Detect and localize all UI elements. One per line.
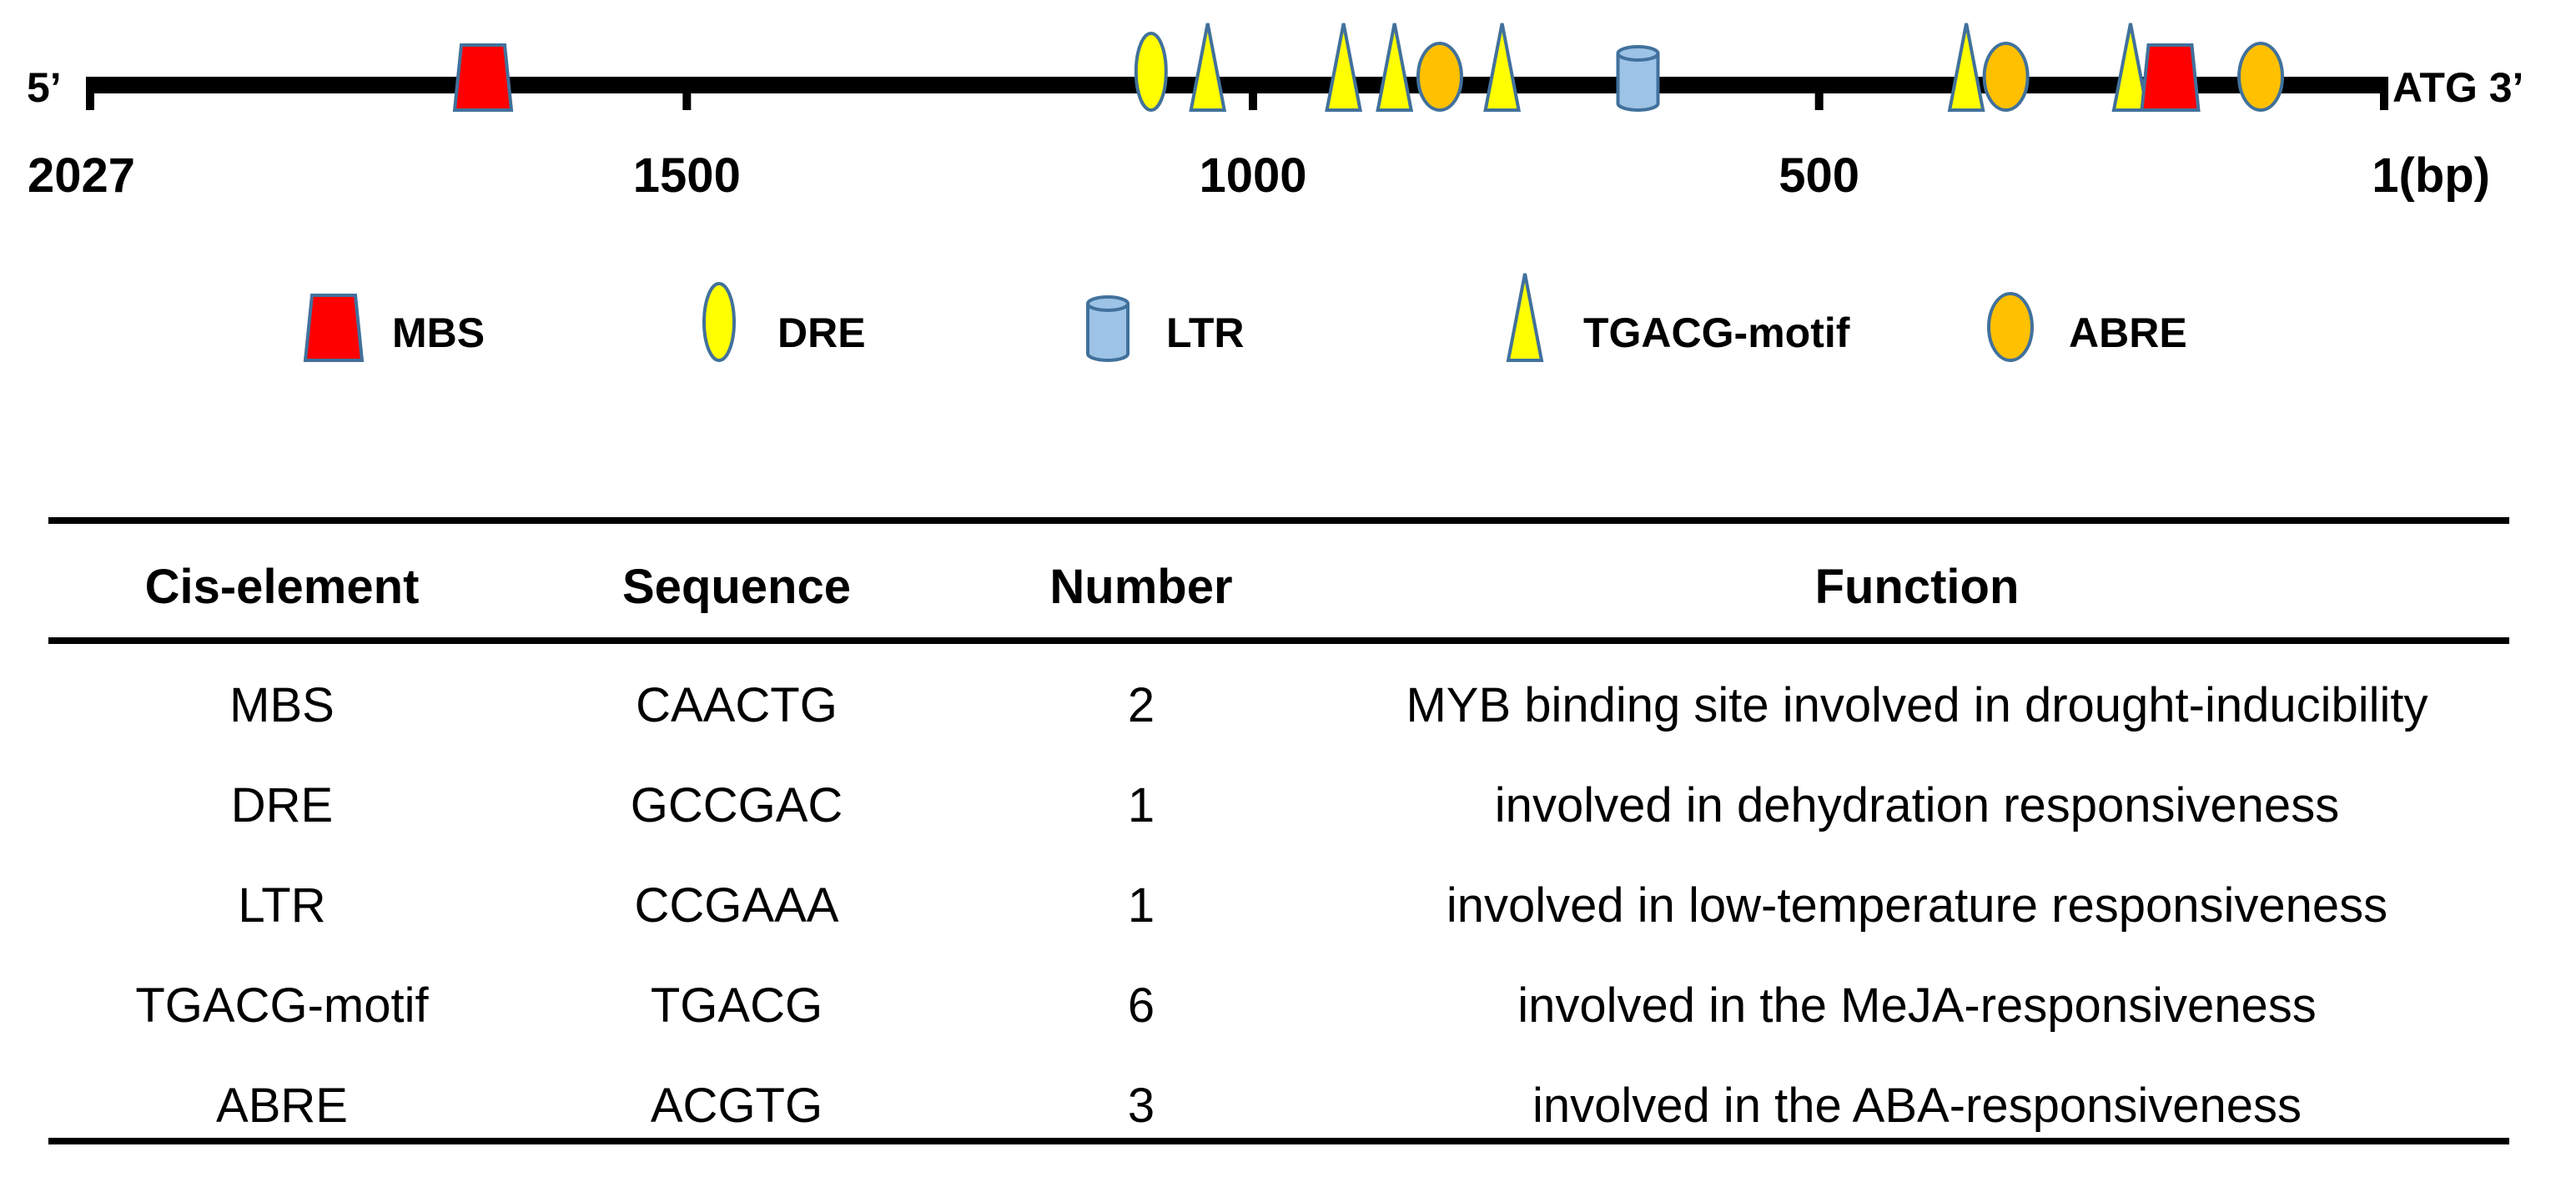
abre-marker — [1416, 42, 1463, 112]
table-row-cell: DRE — [230, 778, 334, 832]
mbs-marker — [303, 294, 365, 362]
dre-marker — [1134, 32, 1168, 112]
table-row-cell: 3 — [1127, 1079, 1155, 1133]
legend-label: DRE — [777, 309, 866, 356]
five-prime-label: 5’ — [27, 64, 62, 111]
ltr-marker — [1086, 295, 1130, 362]
header-function: Function — [1814, 560, 2020, 614]
table-row-cell: 1 — [1127, 778, 1155, 832]
legend-label: TGACG-motif — [1583, 309, 1850, 356]
table-row-cell: ABRE — [216, 1079, 348, 1133]
table-row-cell: MBS — [229, 678, 335, 732]
abre-marker — [1982, 42, 2030, 112]
legend-label: LTR — [1166, 309, 1244, 356]
three-prime-label: ATG 3’ — [2392, 64, 2523, 111]
table-row-cell: CAACTG — [636, 678, 838, 732]
cis-element-markers — [452, 23, 2285, 112]
tgacg-motif-marker — [1376, 23, 1414, 112]
table-row-cell: involved in dehydration responsiveness — [1494, 778, 2340, 832]
tgacg-motif-marker — [1506, 273, 1544, 362]
axis-tick — [1814, 77, 1824, 110]
mbs-marker — [452, 43, 514, 112]
table-row-cell: LTR — [238, 878, 326, 933]
table-row-cell: 6 — [1127, 978, 1155, 1033]
ltr-marker — [1616, 45, 1660, 112]
axis-ticks: 2027 1500 1000 500 1(bp) — [28, 77, 2490, 203]
header-number: Number — [1049, 560, 1233, 614]
axis-tick-label: 500 — [1779, 148, 1859, 203]
axis-tick-label: 1500 — [633, 148, 741, 203]
legend-label: ABRE — [2069, 309, 2187, 356]
table-header-rule — [48, 637, 2509, 644]
tgacg-motif-marker — [1189, 23, 1227, 112]
promoter-axis-line — [90, 77, 2384, 93]
table-row-cell: MYB binding site involved in drought-ind… — [1406, 678, 2428, 732]
table-row-cell: 1 — [1127, 878, 1155, 933]
axis-tick — [2380, 77, 2388, 110]
table-bottom-rule — [48, 1138, 2509, 1144]
table-row-cell: involved in low-temperature responsivene… — [1446, 878, 2388, 933]
table-row-cell: involved in the MeJA-responsiveness — [1517, 978, 2317, 1033]
abre-marker — [1987, 292, 2034, 362]
table-row-cell: involved in the ABA-responsiveness — [1532, 1079, 2302, 1133]
axis-tick — [1249, 77, 1258, 110]
table-row-cell: ACGTG — [650, 1079, 823, 1133]
table-row-cell: TGACG-motif — [135, 978, 429, 1033]
tgacg-motif-marker — [1947, 23, 1985, 112]
axis-tick-label: 1000 — [1199, 148, 1306, 203]
promoter-diagram: 5’ ATG 3’ 2027 1500 1000 500 1(bp) MBS DRE LTR… — [27, 23, 2523, 362]
header-cis-element: Cis-element — [144, 560, 420, 614]
abre-marker — [2237, 42, 2285, 112]
table-row-cell: CCGAAA — [634, 878, 839, 933]
table-row-cell: 2 — [1127, 678, 1155, 732]
table-row-cell: GCCGAC — [630, 778, 843, 832]
header-sequence: Sequence — [622, 560, 851, 614]
table-row-cell: TGACG — [650, 978, 823, 1033]
legend: MBS DRE LTR TGACG-motif ABRE — [303, 273, 2187, 362]
dre-marker — [702, 282, 736, 362]
legend-label: MBS — [392, 309, 485, 356]
axis-tick-label: 1(bp) — [2372, 148, 2490, 203]
tgacg-motif-marker — [1483, 23, 1522, 112]
axis-tick — [86, 77, 94, 110]
tgacg-motif-marker — [1325, 23, 1363, 112]
axis-tick-label: 2027 — [28, 148, 135, 203]
tgacg-motif-marker — [2111, 23, 2150, 112]
mbs-marker — [2140, 43, 2201, 112]
axis-tick — [682, 77, 692, 110]
table-top-rule — [48, 517, 2509, 524]
